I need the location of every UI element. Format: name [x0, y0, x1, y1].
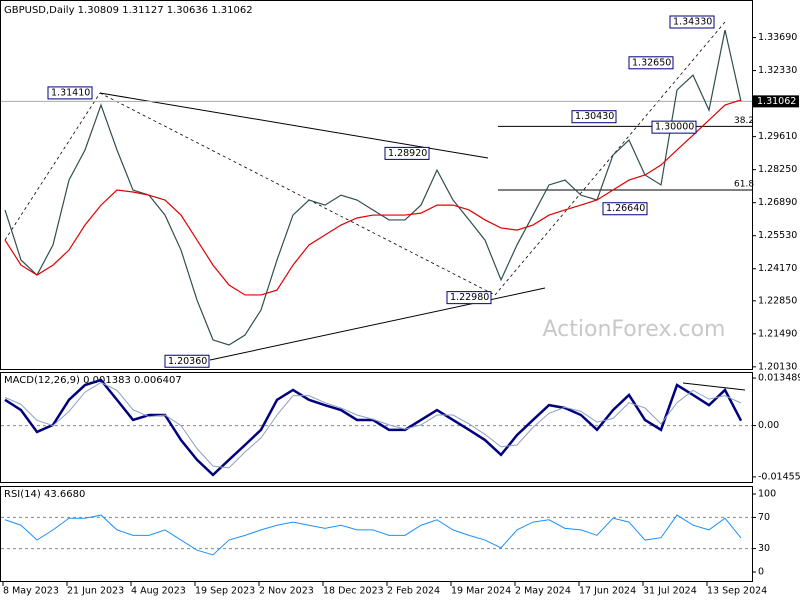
chart-title: GBPUSD,Daily 1.30809 1.31127 1.30636 1.3… [4, 5, 253, 16]
annotation-label: 1.30430 [575, 111, 614, 122]
annotation-label: 1.22980 [450, 292, 489, 303]
annotation-box [628, 56, 674, 70]
annotation-box [651, 120, 697, 134]
trend-line [99, 92, 489, 159]
x-tick-label: 17 Jun 2024 [579, 586, 636, 597]
y-tick-label: 0.013489 [758, 373, 800, 384]
x-tick-label: 4 Aug 2023 [131, 586, 186, 597]
y-tick-label: -0.014554 [758, 471, 800, 482]
series-line [4, 99, 742, 296]
x-tick-label: 21 Jun 2023 [67, 586, 124, 597]
y-tick-label: 1.21490 [758, 328, 797, 339]
annotation-label: 1.32650 [632, 57, 671, 68]
x-tick-label: 19 Sep 2023 [195, 586, 255, 597]
rsi-title: RSI(14) 43.6680 [4, 489, 85, 500]
annotation-box [446, 291, 492, 305]
x-tick-label: 8 May 2023 [3, 586, 59, 597]
current-price-label: 1.31062 [757, 96, 796, 107]
watermark: ActionForex.com [543, 317, 726, 342]
annotation-label: 1.20360 [168, 356, 207, 367]
annotation-label: 1.30000 [655, 122, 694, 133]
x-tick-label: 2 Nov 2023 [259, 586, 314, 597]
trend-line [99, 92, 496, 296]
x-tick-label: 31 Jul 2024 [643, 586, 697, 597]
fib-label: 61.8 [734, 180, 754, 190]
y-tick-label: 30 [758, 543, 770, 554]
annotation-box [669, 15, 715, 29]
y-tick-label: 1.26890 [758, 197, 797, 208]
y-tick-label: 1.32330 [758, 65, 797, 76]
rsi-panel [0, 486, 753, 582]
annotation-box [47, 86, 93, 100]
y-tick-label: 70 [758, 512, 770, 523]
current-price-box [753, 95, 799, 108]
series-line [4, 378, 743, 477]
annotation-label: 1.31410 [51, 87, 90, 98]
price-panel [0, 0, 753, 370]
y-tick-label: 0 [758, 567, 764, 578]
y-tick-label: 1.28250 [758, 164, 797, 175]
trend-line [209, 287, 546, 361]
annotation-label: 1.34330 [673, 16, 712, 27]
annotation-box [384, 146, 430, 160]
x-tick-label: 2 May 2024 [515, 586, 571, 597]
frames [0, 0, 753, 582]
series-line [4, 29, 742, 346]
y-tick-label: 100 [758, 489, 776, 500]
series-line [4, 382, 742, 469]
y-tick-label: 1.25530 [758, 230, 797, 241]
series-line [4, 514, 742, 556]
trend-line [494, 21, 726, 296]
annotation-box [571, 110, 617, 124]
y-tick-label: 1.33690 [758, 32, 797, 43]
annotation-label: 1.26640 [606, 203, 645, 214]
divergence-line [682, 382, 746, 391]
y-tick-label: 0.00 [758, 420, 779, 431]
annotation-label: 1.28920 [388, 148, 427, 159]
fib-label: 38.2 [734, 116, 754, 126]
macd-title: MACD(12,26,9) 0.001383 0.006407 [4, 375, 182, 386]
y-tick-label: 1.29610 [758, 131, 797, 142]
y-tick-label: 1.24170 [758, 263, 797, 274]
x-tick-label: 18 Dec 2023 [323, 586, 384, 597]
y-tick-label: 1.20130 [758, 361, 797, 372]
annotation-box [602, 202, 648, 216]
macd-panel [0, 372, 753, 483]
x-tick-label: 13 Sep 2024 [707, 586, 767, 597]
x-tick-label: 19 Mar 2024 [451, 586, 511, 597]
y-tick-label: 1.22850 [758, 295, 797, 306]
x-tick-label: 2 Feb 2024 [387, 586, 440, 597]
annotation-box [164, 354, 210, 368]
trend-line [4, 92, 101, 241]
